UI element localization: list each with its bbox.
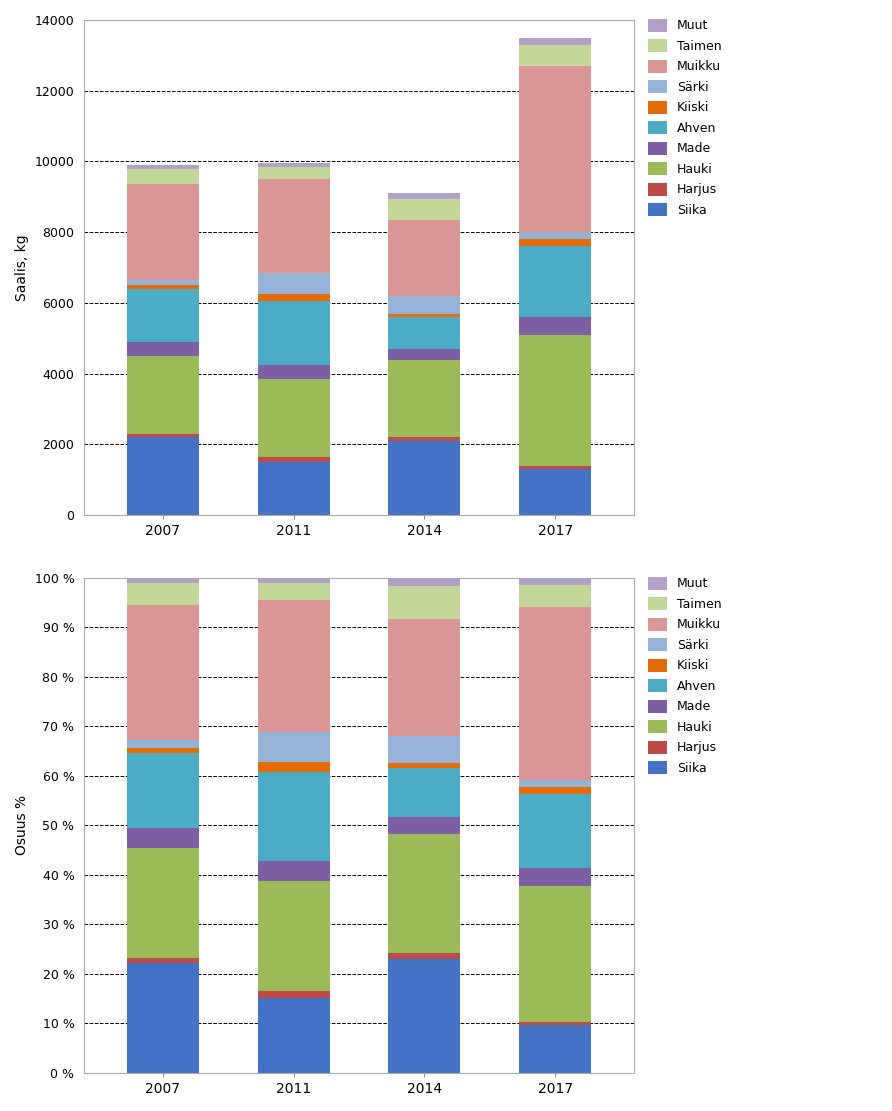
Bar	[388, 220, 460, 296]
Bar	[388, 578, 460, 585]
Bar	[258, 273, 329, 294]
Bar	[258, 457, 329, 462]
Bar	[127, 578, 199, 583]
Bar	[519, 232, 591, 239]
Bar	[127, 748, 199, 753]
Bar	[519, 466, 591, 469]
Bar	[388, 833, 460, 953]
Bar	[127, 848, 199, 958]
Bar	[388, 313, 460, 317]
Bar	[127, 433, 199, 438]
Bar	[388, 818, 460, 833]
Bar	[519, 787, 591, 794]
Bar	[519, 1022, 591, 1025]
Y-axis label: Saalis, kg: Saalis, kg	[15, 234, 29, 301]
Bar	[127, 438, 199, 516]
Bar	[388, 735, 460, 763]
Bar	[258, 583, 329, 600]
Bar	[258, 732, 329, 762]
Bar	[127, 828, 199, 848]
Bar	[388, 769, 460, 818]
Bar	[519, 578, 591, 585]
Bar	[519, 585, 591, 608]
Bar	[388, 317, 460, 349]
Bar	[519, 239, 591, 247]
Bar	[258, 861, 329, 881]
Bar	[519, 247, 591, 317]
Bar	[127, 958, 199, 963]
Bar	[388, 619, 460, 735]
Bar	[127, 605, 199, 740]
Bar	[258, 600, 329, 732]
Bar	[127, 286, 199, 289]
Bar	[258, 991, 329, 999]
Bar	[258, 999, 329, 1073]
Bar	[388, 349, 460, 360]
Bar	[127, 280, 199, 286]
Bar	[127, 356, 199, 433]
Bar	[127, 342, 199, 356]
Bar	[388, 763, 460, 769]
Bar	[258, 364, 329, 379]
Bar	[388, 193, 460, 199]
Bar	[127, 289, 199, 342]
Bar	[258, 772, 329, 861]
Bar	[519, 1025, 591, 1073]
Bar	[388, 296, 460, 313]
Bar	[388, 959, 460, 1073]
Bar	[258, 578, 329, 583]
Bar	[258, 294, 329, 301]
Bar	[127, 753, 199, 828]
Bar	[258, 462, 329, 516]
Bar	[519, 317, 591, 334]
Bar	[388, 441, 460, 516]
Legend: Muut, Taimen, Muikku, Särki, Kiiski, Ahven, Made, Hauki, Harjus, Siika: Muut, Taimen, Muikku, Särki, Kiiski, Ahv…	[646, 17, 724, 220]
Bar	[519, 44, 591, 66]
Bar	[519, 334, 591, 466]
Bar	[127, 583, 199, 605]
Bar	[258, 179, 329, 273]
Bar	[388, 199, 460, 220]
Bar	[519, 608, 591, 780]
Bar	[127, 169, 199, 184]
Bar	[519, 794, 591, 868]
Bar	[258, 301, 329, 364]
Bar	[388, 438, 460, 441]
Bar	[127, 184, 199, 280]
Bar	[519, 885, 591, 1022]
Bar	[258, 379, 329, 457]
Bar	[258, 762, 329, 772]
Bar	[519, 469, 591, 516]
Bar	[388, 360, 460, 438]
Bar	[388, 953, 460, 959]
Bar	[127, 963, 199, 1073]
Bar	[388, 585, 460, 619]
Bar	[519, 780, 591, 787]
Bar	[127, 740, 199, 748]
Bar	[519, 38, 591, 44]
Bar	[258, 167, 329, 179]
Bar	[519, 868, 591, 885]
Bar	[258, 163, 329, 167]
Y-axis label: Osuus %: Osuus %	[15, 795, 29, 855]
Bar	[519, 66, 591, 232]
Bar	[258, 881, 329, 991]
Legend: Muut, Taimen, Muikku, Särki, Kiiski, Ahven, Made, Hauki, Harjus, Siika: Muut, Taimen, Muikku, Särki, Kiiski, Ahv…	[646, 574, 724, 778]
Bar	[127, 166, 199, 169]
